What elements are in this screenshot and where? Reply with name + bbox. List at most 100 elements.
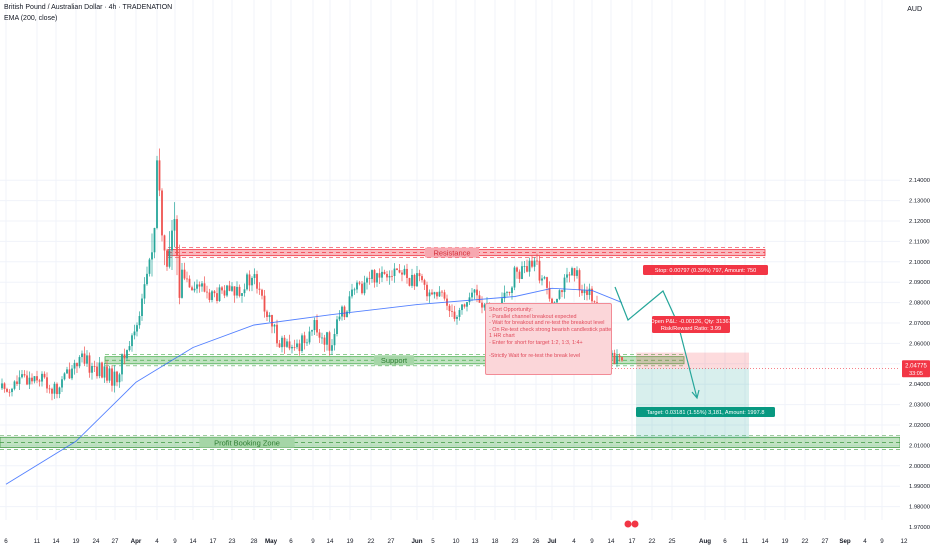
- candle-body: [431, 293, 433, 295]
- candle-body: [259, 289, 261, 290]
- note-line: [489, 347, 608, 354]
- candle-body: [81, 354, 83, 358]
- candle-body: [509, 292, 511, 293]
- candle-body: [179, 256, 181, 298]
- candle-body: [236, 287, 238, 296]
- candle-body: [91, 366, 93, 373]
- candle-body: [161, 191, 163, 236]
- candle-body: [211, 291, 213, 300]
- candle-body: [389, 276, 391, 277]
- candle-body: [66, 369, 68, 373]
- candle-body: [294, 347, 296, 348]
- candle-body: [411, 275, 413, 286]
- price-tick: 2.10000: [909, 260, 930, 266]
- price-axis[interactable]: 2.14000 2.13000 2.12000 2.11000 2.10000 2.090…: [900, 0, 932, 550]
- candle-body: [311, 330, 313, 331]
- time-tick: 27: [822, 538, 829, 545]
- candle-body: [291, 347, 293, 348]
- candle-body: [131, 335, 133, 346]
- candle-body: [156, 160, 158, 228]
- candle-body: [314, 320, 316, 330]
- candle-body: [451, 311, 453, 312]
- short-position-tool[interactable]: Stop: 0.00797 (0.39%) 797, Amount: 750 Op…: [612, 265, 900, 438]
- time-tick: 17: [629, 538, 636, 545]
- price-tick: 2.13000: [909, 199, 930, 205]
- candle-body: [4, 383, 6, 388]
- candle-body: [459, 310, 461, 317]
- candle-body: [361, 284, 363, 294]
- candle-body: [21, 374, 23, 377]
- candle-body: [269, 315, 271, 317]
- candle-body: [614, 353, 616, 364]
- time-tick: 27: [388, 538, 395, 545]
- candle-body: [204, 283, 206, 291]
- candle-body: [219, 287, 221, 301]
- candle-body: [571, 268, 573, 275]
- candle-body: [356, 283, 358, 290]
- candle-body: [76, 363, 78, 366]
- candle-body: [146, 274, 148, 284]
- time-tick: 17: [210, 538, 217, 545]
- time-tick: 27: [112, 538, 119, 545]
- candle-body: [56, 384, 58, 394]
- candle-body: [171, 231, 173, 251]
- price-tick: 1.97000: [909, 525, 930, 531]
- candle-body: [261, 290, 263, 296]
- price-tick: 2.07000: [909, 321, 930, 327]
- candle-body: [251, 278, 253, 285]
- candle-body: [229, 286, 231, 291]
- candle-body: [206, 292, 208, 293]
- time-tick: 12: [901, 538, 908, 545]
- candle-body: [16, 381, 18, 384]
- candle-body: [109, 368, 111, 380]
- trade-note[interactable]: Short Opportunity: - Parallel channel br…: [485, 303, 612, 375]
- candle-body: [416, 273, 418, 286]
- candle-body: [134, 332, 136, 336]
- candle-body: [61, 379, 63, 387]
- time-tick: 26: [533, 538, 540, 545]
- candle-body: [374, 270, 376, 282]
- candle-body: [31, 378, 33, 382]
- time-tick: 14: [53, 538, 60, 545]
- time-tick: 6: [723, 538, 727, 545]
- time-tick: 22: [802, 538, 809, 545]
- stop-label-text: Stop: 0.00797 (0.39%) 797, Amount: 750: [655, 268, 756, 274]
- note-line: Short Opportunity:: [489, 307, 608, 314]
- candle-body: [226, 286, 228, 296]
- candle-body: [421, 276, 423, 280]
- indicator-legend[interactable]: EMA (200, close): [4, 15, 57, 22]
- candle-body: [239, 287, 241, 296]
- candle-body: [241, 293, 243, 296]
- price-tick: 2.03000: [909, 403, 930, 409]
- candle-body: [424, 280, 426, 285]
- zone-labels: ResistanceSupportProfit Booking Zone: [199, 248, 479, 448]
- candle-body: [6, 389, 8, 392]
- candle-body: [136, 325, 138, 331]
- candle-body: [376, 273, 378, 282]
- candle-body: [619, 355, 621, 357]
- time-tick: 13: [472, 538, 479, 545]
- candle-body: [189, 279, 191, 288]
- time-tick: 14: [190, 538, 197, 545]
- candle-body: [471, 293, 473, 298]
- candle-body: [476, 290, 478, 296]
- time-tick: 9: [590, 538, 594, 545]
- time-axis[interactable]: 6 11 14 19 24 27 Apr 4 9 14 17 23 28 May 6 9 14 19 22 27 Jun…: [0, 520, 908, 550]
- time-tick: Sep: [839, 538, 851, 545]
- time-tick: Jun: [411, 538, 422, 545]
- candle-body: [104, 366, 106, 377]
- candle-body: [164, 235, 166, 250]
- candle-body: [456, 317, 458, 319]
- candle-body: [46, 377, 48, 388]
- currency-label[interactable]: AUD: [907, 6, 922, 13]
- chart-grid: [0, 0, 904, 527]
- time-tick: 6: [4, 538, 8, 545]
- candle-body: [101, 363, 103, 378]
- candle-body: [39, 380, 41, 381]
- candle-body: [404, 269, 406, 275]
- candle-body: [199, 284, 201, 286]
- event-icon: [632, 521, 639, 528]
- candle-body: [564, 278, 566, 292]
- candle-body: [391, 276, 393, 277]
